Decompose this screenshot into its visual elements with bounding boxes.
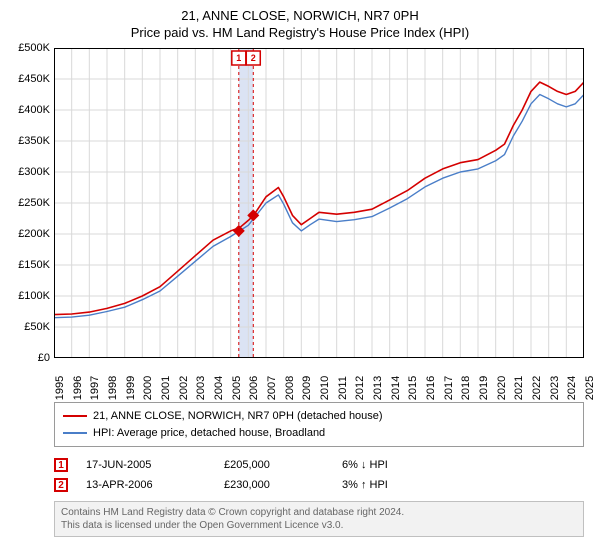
sales-date: 17-JUN-2005 bbox=[86, 459, 206, 471]
sales-row: 1 17-JUN-2005 £205,000 6% ↓ HPI bbox=[54, 455, 584, 475]
xtick-label: 2000 bbox=[142, 376, 154, 400]
sales-diff: 6% ↓ HPI bbox=[342, 459, 584, 471]
xtick-label: 1999 bbox=[125, 376, 137, 400]
figure-container: 21, ANNE CLOSE, NORWICH, NR7 0PH Price p… bbox=[0, 0, 600, 547]
sale-number-label: 2 bbox=[251, 53, 256, 63]
ytick-label: £500K bbox=[18, 42, 50, 54]
ytick-label: £200K bbox=[18, 228, 50, 240]
chart-title: 21, ANNE CLOSE, NORWICH, NR7 0PH bbox=[10, 8, 590, 23]
xtick-label: 2021 bbox=[513, 376, 525, 400]
xtick-label: 2025 bbox=[584, 376, 596, 400]
ytick-label: £400K bbox=[18, 104, 50, 116]
xtick-label: 2010 bbox=[319, 376, 331, 400]
footer-attribution: Contains HM Land Registry data © Crown c… bbox=[54, 501, 584, 537]
xtick-label: 2016 bbox=[425, 376, 437, 400]
xtick-label: 2019 bbox=[478, 376, 490, 400]
xtick-label: 2006 bbox=[248, 376, 260, 400]
chart-area: 12 £0£50K£100K£150K£200K£250K£300K£350K£… bbox=[54, 48, 584, 358]
footer-line-2: This data is licensed under the Open Gov… bbox=[61, 519, 577, 532]
xtick-label: 2007 bbox=[266, 376, 278, 400]
xtick-label: 2017 bbox=[443, 376, 455, 400]
legend-box: 21, ANNE CLOSE, NORWICH, NR7 0PH (detach… bbox=[54, 402, 584, 447]
sales-row: 2 13-APR-2006 £230,000 3% ↑ HPI bbox=[54, 475, 584, 495]
xtick-label: 2003 bbox=[195, 376, 207, 400]
sales-diff: 3% ↑ HPI bbox=[342, 479, 584, 491]
ytick-label: £450K bbox=[18, 73, 50, 85]
sales-price: £230,000 bbox=[224, 479, 324, 491]
legend-swatch bbox=[63, 415, 87, 417]
sales-marker-icon: 1 bbox=[54, 458, 68, 472]
xtick-label: 2008 bbox=[284, 376, 296, 400]
xtick-label: 2005 bbox=[231, 376, 243, 400]
legend-label: 21, ANNE CLOSE, NORWICH, NR7 0PH (detach… bbox=[93, 408, 383, 425]
xtick-label: 2004 bbox=[213, 376, 225, 400]
sales-price: £205,000 bbox=[224, 459, 324, 471]
xtick-label: 1998 bbox=[107, 376, 119, 400]
xtick-label: 1997 bbox=[89, 376, 101, 400]
xtick-label: 2013 bbox=[372, 376, 384, 400]
legend-swatch bbox=[63, 432, 87, 434]
footer-line-1: Contains HM Land Registry data © Crown c… bbox=[61, 506, 577, 519]
xtick-label: 2014 bbox=[390, 376, 402, 400]
xtick-label: 2001 bbox=[160, 376, 172, 400]
xtick-label: 2012 bbox=[354, 376, 366, 400]
chart-subtitle: Price paid vs. HM Land Registry's House … bbox=[10, 25, 590, 40]
xtick-label: 2011 bbox=[337, 376, 349, 400]
ytick-label: £50K bbox=[24, 321, 50, 333]
sales-marker-icon: 2 bbox=[54, 478, 68, 492]
xtick-label: 1995 bbox=[54, 376, 66, 400]
xtick-label: 2023 bbox=[549, 376, 561, 400]
xtick-label: 2022 bbox=[531, 376, 543, 400]
xtick-label: 1996 bbox=[72, 376, 84, 400]
sale-number-label: 1 bbox=[236, 53, 241, 63]
ytick-label: £150K bbox=[18, 259, 50, 271]
ytick-label: £250K bbox=[18, 197, 50, 209]
legend-row: 21, ANNE CLOSE, NORWICH, NR7 0PH (detach… bbox=[63, 408, 575, 425]
xtick-label: 2009 bbox=[301, 376, 313, 400]
legend-label: HPI: Average price, detached house, Broa… bbox=[93, 425, 325, 442]
sales-date: 13-APR-2006 bbox=[86, 479, 206, 491]
xtick-label: 2018 bbox=[460, 376, 472, 400]
xtick-label: 2002 bbox=[178, 376, 190, 400]
ytick-label: £0 bbox=[38, 352, 50, 364]
ytick-label: £300K bbox=[18, 166, 50, 178]
ytick-label: £350K bbox=[18, 135, 50, 147]
legend-row: HPI: Average price, detached house, Broa… bbox=[63, 425, 575, 442]
xtick-label: 2024 bbox=[566, 376, 578, 400]
line-chart-svg: 12 bbox=[54, 48, 584, 358]
ytick-label: £100K bbox=[18, 290, 50, 302]
sales-table: 1 17-JUN-2005 £205,000 6% ↓ HPI 2 13-APR-2006… bbox=[54, 455, 584, 495]
xtick-label: 2020 bbox=[496, 376, 508, 400]
xtick-label: 2015 bbox=[407, 376, 419, 400]
